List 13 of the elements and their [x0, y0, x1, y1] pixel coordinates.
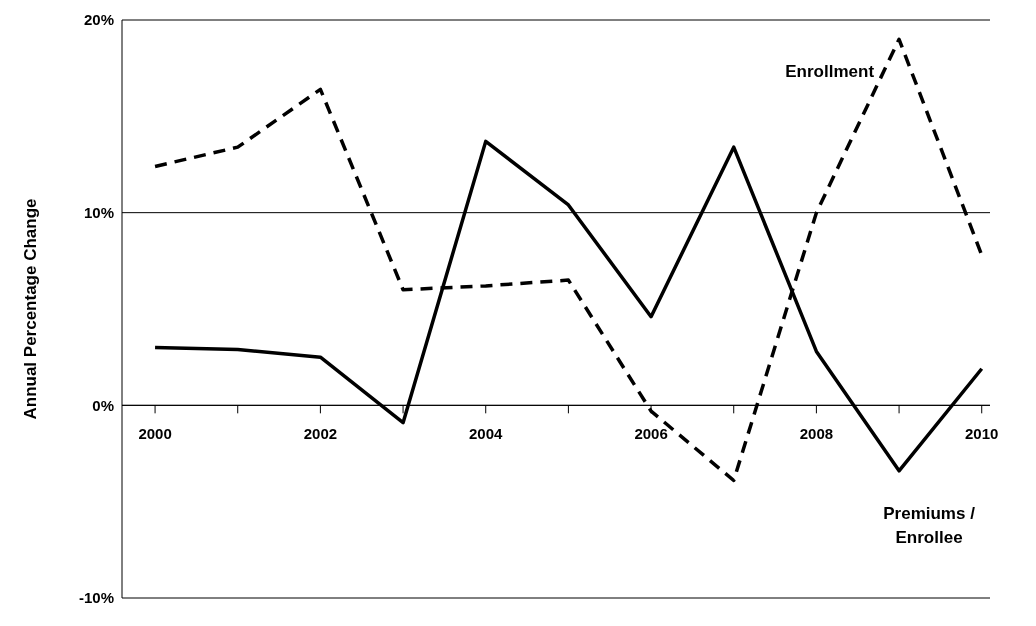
- y-tick-label: -10%: [78, 589, 114, 607]
- x-tick-label: 2010: [965, 425, 999, 443]
- y-tick-label: 10%: [83, 203, 114, 221]
- x-tick-label: 2000: [138, 425, 172, 443]
- y-axis-title: Annual Percentage Change: [21, 198, 41, 420]
- series-label: Enrollment: [785, 62, 875, 82]
- x-tick-label: 2002: [303, 425, 338, 443]
- y-tick-label: 0%: [92, 396, 114, 414]
- y-tick-label: 20%: [83, 11, 114, 29]
- x-tick-label: 2004: [469, 425, 504, 443]
- x-tick-label: 2008: [799, 425, 834, 443]
- text: Premiums / Enrollee: [883, 503, 976, 547]
- x-tick-label: 2006: [634, 425, 668, 443]
